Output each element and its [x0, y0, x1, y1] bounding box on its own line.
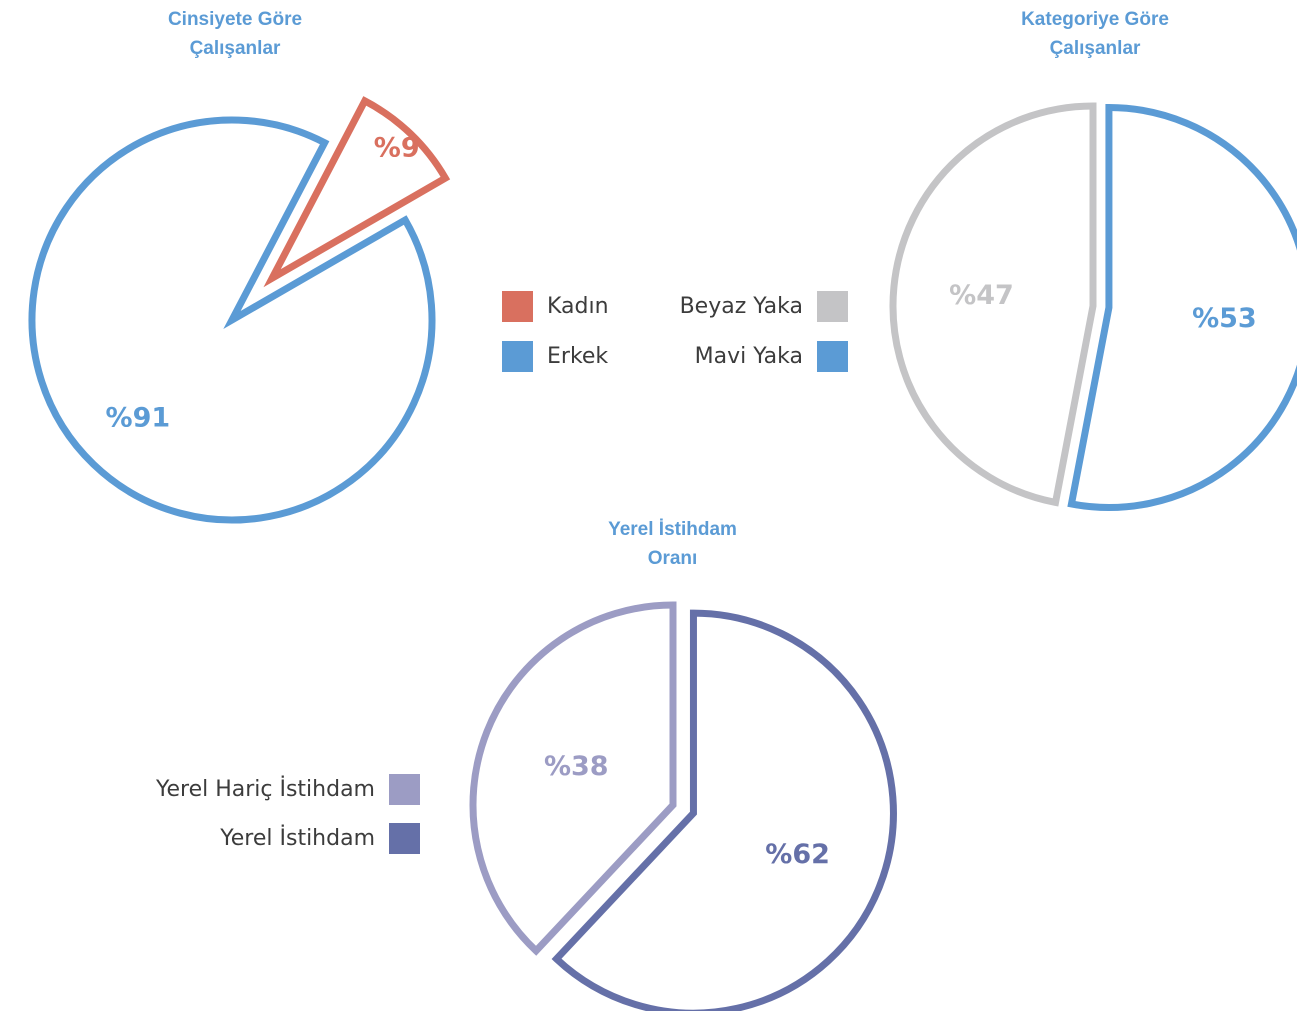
gender-chart-title: Cinsiyete Göre Çalışanlar: [167, 9, 303, 59]
pie-slice-erkek: [28, 116, 436, 524]
legend-swatch-erkek: [502, 340, 533, 372]
pie-slice-mavi-yaka: [1067, 104, 1297, 511]
legend-label-beyaz-yaka: Beyaz Yaka: [679, 293, 803, 319]
legend-label-mavi-yaka: Mavi Yaka: [694, 343, 803, 369]
legend-item-yerel-haric-istihdam: Yerel Hariç İstihdam: [156, 773, 420, 805]
pie-label-kadin: %9: [374, 133, 420, 164]
legend-item-beyaz-yaka: Beyaz Yaka: [680, 290, 848, 322]
pie-label-erkek: %91: [106, 403, 171, 434]
legend-swatch-yerel-istihdam: [389, 822, 420, 854]
legend-label-yerel-istihdam: Yerel İstihdam: [220, 825, 375, 851]
pie-label-mavi-yaka: %53: [1192, 303, 1257, 334]
legend-swatch-yerel-haric-istihdam: [389, 773, 420, 805]
pie-slice-yerel-haric-istihdam: [469, 601, 677, 956]
pie-label-yerel-haric-istihdam: %38: [544, 751, 609, 782]
pie-label-beyaz-yaka: %47: [949, 280, 1014, 311]
pie-slice-yerel-istihdam: [551, 609, 897, 1011]
local-employment-chart-title: Yerel İstihdam Oranı: [608, 519, 737, 569]
legend-label-kadin: Kadın: [547, 293, 609, 319]
legend-swatch-mavi-yaka: [817, 340, 848, 372]
legend-item-erkek: Erkek: [502, 340, 608, 372]
pie-slice-kadin: [263, 96, 451, 288]
legend-label-yerel-haric-istihdam: Yerel Hariç İstihdam: [155, 776, 375, 802]
category-chart-title: Kategoriye Göre Çalışanlar: [1021, 9, 1169, 59]
legend-label-erkek: Erkek: [547, 343, 609, 369]
pie-label-yerel-istihdam: %62: [765, 839, 830, 870]
legend-item-mavi-yaka: Mavi Yaka: [695, 340, 848, 372]
legend-item-kadin: Kadın: [502, 290, 609, 322]
legend-swatch-beyaz-yaka: [817, 290, 848, 322]
legend-swatch-kadin: [502, 290, 533, 322]
pie-slice-beyaz-yaka: [889, 102, 1097, 507]
legend-item-yerel-istihdam: Yerel İstihdam: [220, 822, 420, 854]
